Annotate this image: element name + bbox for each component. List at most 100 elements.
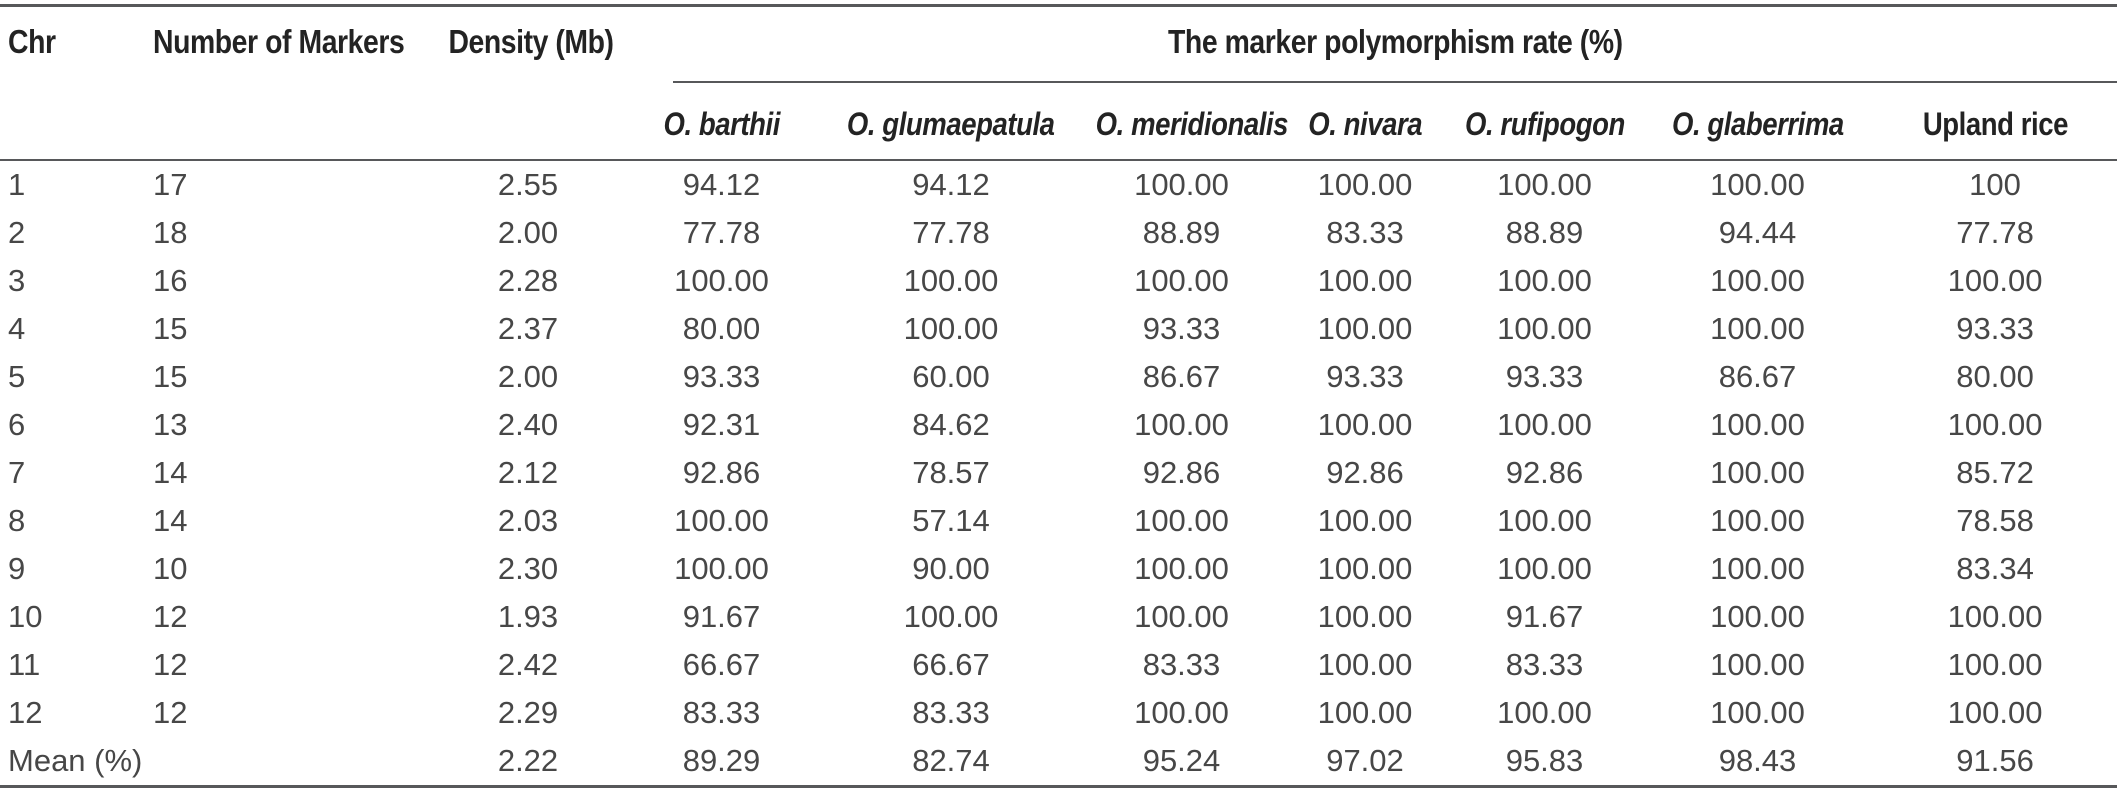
table-body: 1 17 2.55 94.12 94.12 100.00 100.00 100.… — [0, 160, 2117, 787]
cell-o-meridionalis: 100.00 — [1134, 598, 1229, 634]
cell-o-rufipogon: 100.00 — [1497, 310, 1592, 346]
column-header-upland-rice: Upland rice — [1873, 83, 2117, 161]
cell-o-nivara: 92.86 — [1326, 454, 1404, 490]
cell-chr: 7 — [8, 454, 26, 490]
cell-o-meridionalis: 100.00 — [1134, 550, 1229, 586]
cell-o-barthii: 92.31 — [682, 406, 761, 442]
cell-chr: 2 — [8, 214, 26, 250]
column-header-o-nivara: O. nivara — [1283, 83, 1447, 161]
cell-density: 2.28 — [497, 262, 559, 298]
cell-o-barthii: 80.00 — [682, 310, 761, 346]
table-row: 2 18 2.00 77.78 77.78 88.89 83.33 88.89 … — [0, 209, 2117, 257]
cell-markers: 18 — [153, 214, 188, 250]
cell-upland-rice: 100.00 — [1947, 598, 2043, 634]
cell-o-barthii: 94.12 — [682, 166, 761, 202]
cell-markers: 14 — [153, 502, 188, 538]
table-row: 12 12 2.29 83.33 83.33 100.00 100.00 100… — [0, 689, 2117, 737]
cell-o-rufipogon: 83.33 — [1505, 646, 1584, 682]
column-header-o-rufipogon: O. rufipogon — [1447, 83, 1642, 161]
column-header-density: Density (Mb) — [435, 5, 621, 161]
cell-density: 1.93 — [497, 598, 559, 634]
cell-density: 2.37 — [497, 310, 559, 346]
table-row: 1 17 2.55 94.12 94.12 100.00 100.00 100.… — [0, 160, 2117, 209]
cell-o-nivara: 83.33 — [1326, 214, 1404, 250]
cell-o-glumaepatula: 100.00 — [903, 262, 999, 298]
cell-upland-rice: 100 — [1969, 166, 2021, 202]
cell-markers: 17 — [153, 166, 188, 202]
cell-markers: 12 — [153, 694, 188, 730]
cell-o-meridionalis: 100.00 — [1134, 694, 1229, 730]
cell-density: 2.29 — [497, 694, 559, 730]
cell-o-nivara: 100.00 — [1317, 694, 1413, 730]
cell-o-rufipogon: 88.89 — [1505, 214, 1584, 250]
cell-o-glumaepatula: 94.12 — [912, 166, 990, 202]
cell-upland-rice: 93.33 — [1956, 310, 2034, 346]
cell-upland-rice: 78.58 — [1956, 502, 2034, 538]
cell-upland-rice: 83.34 — [1956, 550, 2034, 586]
column-header-o-meridionalis: O. meridionalis — [1080, 83, 1288, 161]
cell-o-glumaepatula: 66.67 — [912, 646, 990, 682]
cell-o-nivara: 97.02 — [1326, 742, 1404, 778]
cell-markers: 12 — [153, 646, 188, 682]
cell-chr: 4 — [8, 310, 26, 346]
cell-o-rufipogon: 100.00 — [1497, 694, 1592, 730]
column-group-header-polymorphism-rate: The marker polymorphism rate (%) — [621, 6, 2117, 84]
cell-chr: Mean (%) — [8, 742, 143, 778]
cell-density: 2.00 — [497, 358, 559, 394]
cell-o-nivara: 100.00 — [1317, 262, 1413, 298]
cell-o-glaberrima: 94.44 — [1718, 214, 1797, 250]
cell-o-glaberrima: 100.00 — [1710, 406, 1805, 442]
cell-o-barthii: 100.00 — [674, 262, 769, 298]
cell-o-nivara: 100.00 — [1317, 310, 1413, 346]
cell-o-glaberrima: 100.00 — [1710, 598, 1805, 634]
table-header: Chr Number of Markers Density (Mb) The m… — [0, 5, 2117, 161]
column-header-number-of-markers: Number of Markers — [145, 5, 435, 161]
cell-density: 2.40 — [497, 406, 559, 442]
cell-o-glumaepatula: 57.14 — [912, 502, 990, 538]
cell-upland-rice: 77.78 — [1956, 214, 2034, 250]
cell-markers: 14 — [153, 454, 188, 490]
cell-o-nivara: 100.00 — [1317, 646, 1413, 682]
cell-o-barthii: 83.33 — [682, 694, 761, 730]
cell-density: 2.12 — [497, 454, 559, 490]
cell-chr: 5 — [8, 358, 26, 394]
cell-markers — [145, 737, 435, 787]
polymorphism-table: Chr Number of Markers Density (Mb) The m… — [0, 4, 2117, 788]
cell-markers: 10 — [153, 550, 188, 586]
cell-o-glaberrima: 100.00 — [1710, 166, 1805, 202]
cell-upland-rice: 85.72 — [1956, 454, 2034, 490]
cell-o-nivara: 93.33 — [1326, 358, 1404, 394]
cell-o-meridionalis: 100.00 — [1134, 262, 1229, 298]
cell-o-glaberrima: 100.00 — [1710, 694, 1805, 730]
cell-markers: 15 — [153, 310, 188, 346]
cell-chr: 3 — [8, 262, 26, 298]
cell-o-meridionalis: 92.86 — [1142, 454, 1221, 490]
cell-upland-rice: 100.00 — [1947, 262, 2043, 298]
cell-markers: 15 — [153, 358, 188, 394]
cell-markers: 13 — [153, 406, 188, 442]
cell-o-barthii: 77.78 — [682, 214, 761, 250]
cell-o-barthii: 93.33 — [682, 358, 761, 394]
span-header-rule: The marker polymorphism rate (%) — [673, 7, 2117, 83]
cell-o-glaberrima: 98.43 — [1718, 742, 1797, 778]
table-row: 5 15 2.00 93.33 60.00 86.67 93.33 93.33 … — [0, 353, 2117, 401]
cell-upland-rice: 100.00 — [1947, 406, 2043, 442]
table-row: 7 14 2.12 92.86 78.57 92.86 92.86 92.86 … — [0, 449, 2117, 497]
cell-o-meridionalis: 93.33 — [1142, 310, 1221, 346]
cell-o-rufipogon: 100.00 — [1497, 550, 1592, 586]
cell-o-rufipogon: 100.00 — [1497, 166, 1592, 202]
cell-density: 2.00 — [497, 214, 559, 250]
cell-chr: 8 — [8, 502, 26, 538]
cell-o-nivara: 100.00 — [1317, 406, 1413, 442]
column-header-o-glumaepatula: O. glumaepatula — [822, 83, 1080, 161]
cell-upland-rice: 100.00 — [1947, 694, 2043, 730]
cell-o-meridionalis: 100.00 — [1134, 406, 1229, 442]
cell-o-glaberrima: 86.67 — [1718, 358, 1797, 394]
table-row: Mean (%) 2.22 89.29 82.74 95.24 97.02 95… — [0, 737, 2117, 787]
cell-o-meridionalis: 88.89 — [1142, 214, 1221, 250]
cell-density: 2.22 — [497, 742, 559, 778]
cell-markers: 16 — [153, 262, 188, 298]
cell-upland-rice: 80.00 — [1956, 358, 2034, 394]
cell-o-glaberrima: 100.00 — [1710, 502, 1805, 538]
cell-o-rufipogon: 95.83 — [1505, 742, 1584, 778]
